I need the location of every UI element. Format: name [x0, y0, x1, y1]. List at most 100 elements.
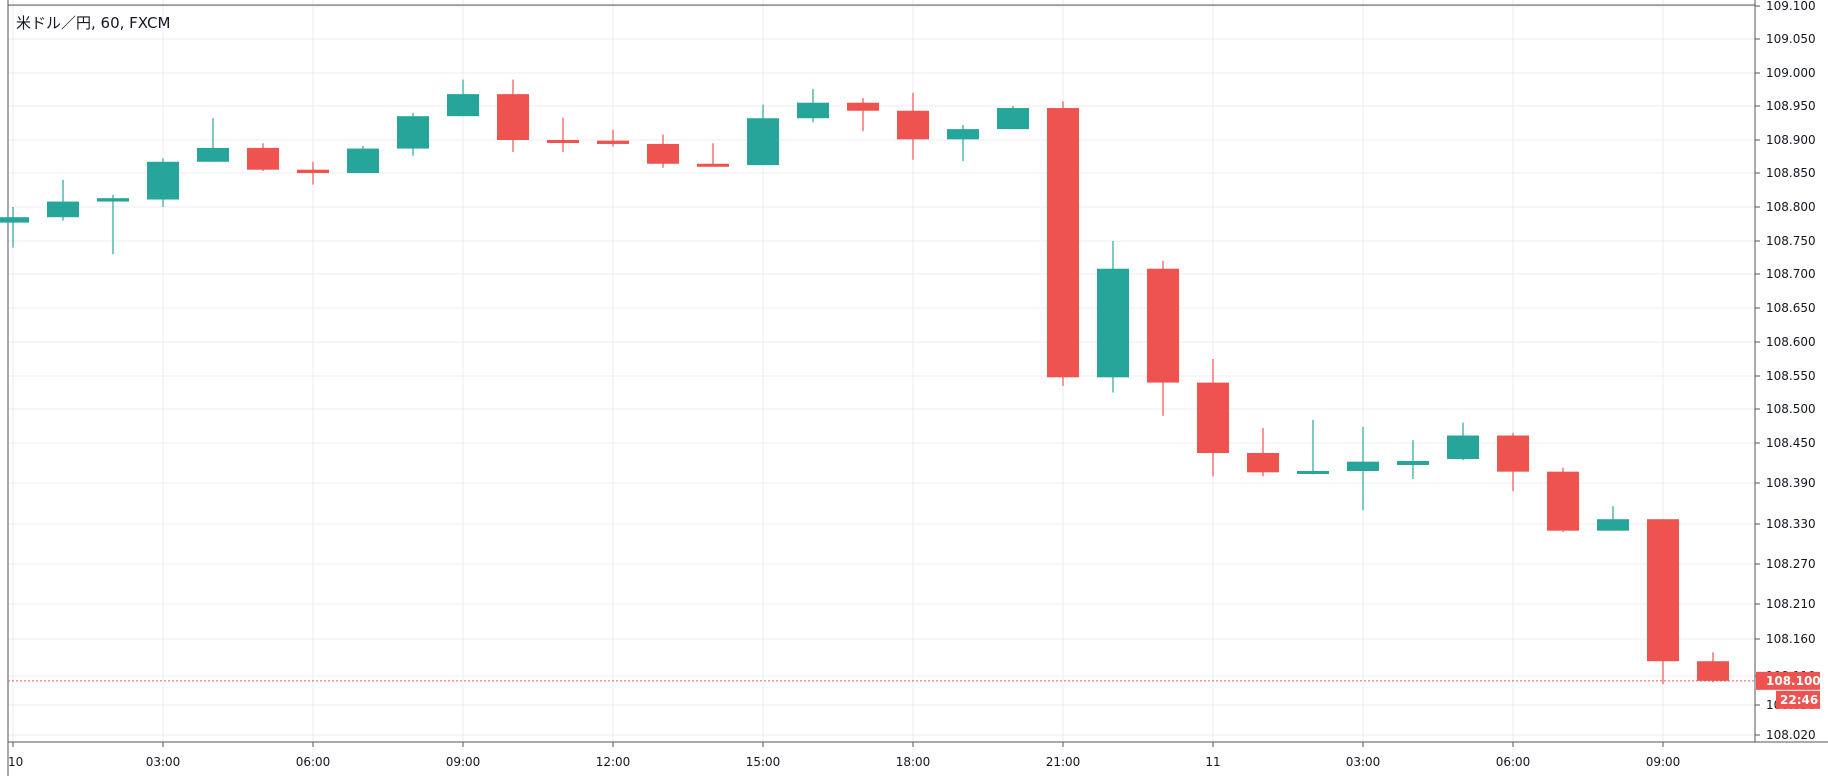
x-tick-label: 06:00: [296, 755, 331, 769]
candle[interactable]: [747, 104, 779, 166]
candle[interactable]: [0, 207, 29, 248]
candle[interactable]: [1397, 440, 1429, 479]
candle[interactable]: [447, 79, 479, 117]
candle-body: [497, 94, 529, 140]
candle-body: [1397, 461, 1429, 465]
candle-body: [147, 161, 179, 200]
x-tick-label: 15:00: [746, 755, 781, 769]
candle[interactable]: [1247, 428, 1279, 477]
candle[interactable]: [1647, 519, 1679, 685]
candle-body: [0, 217, 29, 223]
candle-body: [247, 147, 279, 170]
candle-body: [1547, 471, 1579, 531]
candle[interactable]: [147, 158, 179, 207]
candle[interactable]: [847, 98, 879, 132]
candle-body: [797, 102, 829, 119]
x-tick-label: 12:00: [596, 755, 631, 769]
candle-body: [747, 118, 779, 166]
candle-body: [547, 140, 579, 143]
candle[interactable]: [647, 134, 679, 168]
candle-body: [1647, 519, 1679, 662]
candle[interactable]: [697, 143, 729, 167]
candle[interactable]: [47, 179, 79, 221]
candle-body: [1047, 108, 1079, 378]
y-tick-label: 108.330: [1766, 517, 1816, 531]
y-axis[interactable]: 109.100 109.050 109.000 108.950 108.900 108.8…: [1755, 0, 1821, 742]
y-tick-label: 108.600: [1766, 335, 1816, 349]
y-tick-label: 109.050: [1766, 32, 1816, 46]
candle[interactable]: [547, 117, 579, 152]
candle[interactable]: [1547, 467, 1579, 532]
candle[interactable]: [347, 145, 379, 173]
y-tick-label: 108.020: [1766, 728, 1816, 742]
candle-body: [1347, 461, 1379, 471]
candles-layer: [0, 79, 1729, 685]
candle[interactable]: [1497, 432, 1529, 492]
candle[interactable]: [1347, 426, 1379, 511]
x-tick-label: 18:00: [896, 755, 931, 769]
candle-body: [947, 129, 979, 140]
countdown-tag: 22:46: [1776, 690, 1820, 709]
candle-body: [1147, 268, 1179, 383]
candle-body: [197, 147, 229, 162]
candle[interactable]: [947, 125, 979, 162]
x-tick-label: 03:00: [146, 755, 181, 769]
candle-body: [1247, 453, 1279, 473]
candle[interactable]: [1447, 422, 1479, 461]
candle-body: [347, 148, 379, 173]
candle[interactable]: [1097, 241, 1129, 393]
y-tick-label: 108.270: [1766, 557, 1816, 571]
x-tick-label: 06:00: [1496, 755, 1531, 769]
y-tick-label: 108.500: [1766, 402, 1816, 416]
candle-body: [1597, 519, 1629, 531]
candle[interactable]: [1597, 506, 1629, 531]
y-tick-label: 108.700: [1766, 267, 1816, 281]
candle-body: [1097, 268, 1129, 378]
y-tick-label: 108.750: [1766, 234, 1816, 248]
y-tick-label: 108.850: [1766, 166, 1816, 180]
y-tick-label: 108.450: [1766, 436, 1816, 450]
candle[interactable]: [597, 129, 629, 147]
y-tick-label: 108.160: [1766, 632, 1816, 646]
candle[interactable]: [247, 143, 279, 172]
candle-body: [997, 108, 1029, 130]
x-tick-label: 11: [1205, 755, 1220, 769]
candle-body: [697, 163, 729, 167]
candle[interactable]: [797, 88, 829, 123]
x-tick-label: 10: [8, 755, 23, 769]
candle[interactable]: [497, 79, 529, 152]
grid-layer: [7, 0, 1828, 776]
candle[interactable]: [1297, 419, 1329, 475]
candle[interactable]: [1047, 101, 1079, 386]
candle[interactable]: [397, 112, 429, 156]
candle[interactable]: [997, 106, 1029, 130]
candle[interactable]: [1197, 359, 1229, 477]
x-tick-label: 03:00: [1346, 755, 1381, 769]
last-price-tag-bg: [1756, 671, 1820, 690]
y-tick-label: 108.210: [1766, 597, 1816, 611]
y-tick-label: 109.100: [1766, 0, 1816, 13]
x-tick-label: 09:00: [1646, 755, 1681, 769]
last-price-tag: 108.100: [1756, 671, 1821, 690]
x-axis[interactable]: 10 03:00 06:00 09:00 12:00 15:00 18:00 21:00 11 0…: [8, 742, 1680, 769]
y-tick-label: 109.000: [1766, 66, 1816, 80]
candle[interactable]: [297, 161, 329, 185]
candle[interactable]: [1147, 260, 1179, 416]
y-tick-label: 108.900: [1766, 133, 1816, 147]
candle[interactable]: [197, 118, 229, 162]
last-price-label: 108.100: [1766, 674, 1821, 688]
candle-body: [397, 116, 429, 149]
candle-body: [1697, 661, 1729, 681]
candle-body: [297, 169, 329, 173]
chart-title: 米ドル／円, 60, FXCM: [16, 14, 170, 32]
candle-body: [847, 102, 879, 111]
candle[interactable]: [897, 92, 929, 160]
countdown-label: 22:46: [1780, 693, 1818, 707]
candle[interactable]: [97, 194, 129, 255]
candle[interactable]: [1697, 652, 1729, 683]
candle-body: [597, 140, 629, 144]
x-tick-label: 21:00: [1046, 755, 1081, 769]
candle-body: [897, 110, 929, 140]
